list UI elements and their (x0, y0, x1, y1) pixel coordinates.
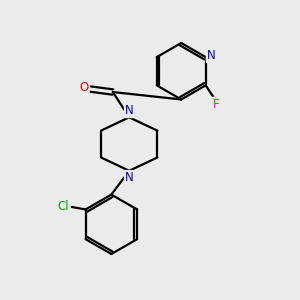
Text: N: N (125, 171, 134, 184)
Text: Cl: Cl (58, 200, 69, 213)
Text: N: N (207, 49, 215, 62)
Text: F: F (213, 98, 219, 111)
Text: O: O (80, 81, 88, 94)
Text: N: N (125, 104, 134, 117)
